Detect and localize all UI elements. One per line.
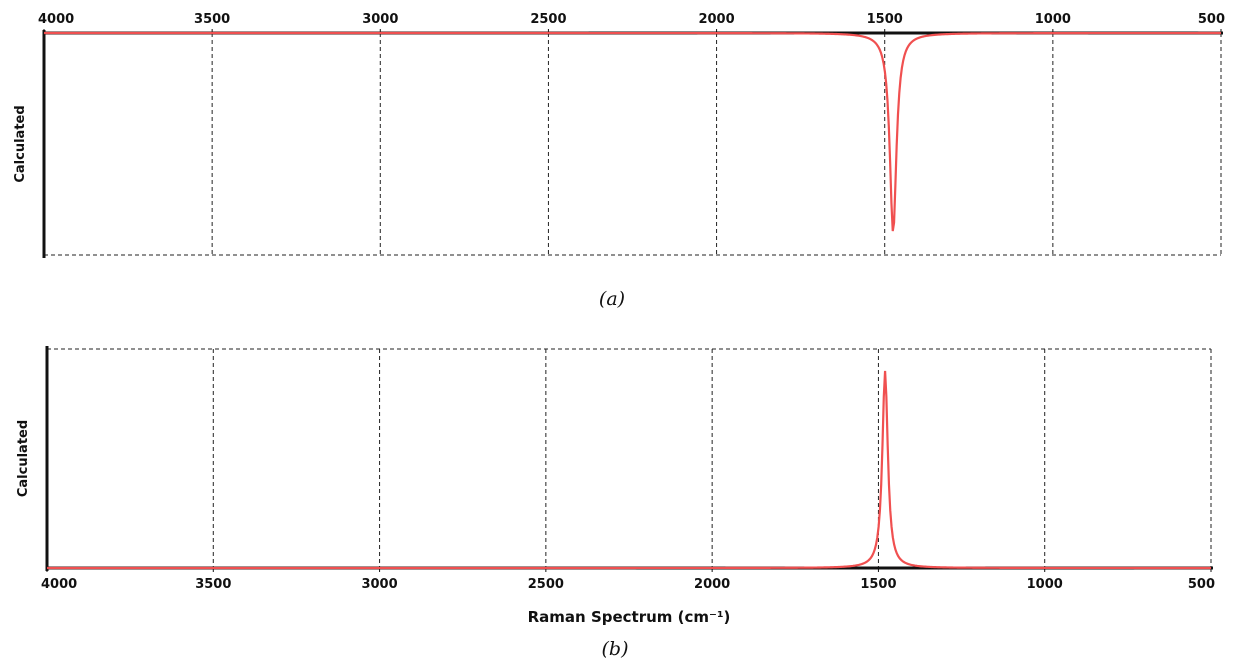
- x-tick-label-a-500: 500: [1198, 12, 1225, 27]
- x-tick-label-a-1000: 1000: [1035, 12, 1071, 27]
- x-tick-label-a-3500: 3500: [194, 12, 230, 27]
- x-tick-label-a-3000: 3000: [362, 12, 398, 27]
- x-tick-label-a-2500: 2500: [530, 12, 566, 27]
- x-tick-label-b-1000: 1000: [1027, 577, 1063, 592]
- x-ticks-b: 4000 3500 3000 2500 2000 1500 1000 500: [41, 568, 1215, 592]
- x-tick-label-b-2000: 2000: [694, 577, 730, 592]
- x-tick-label-a-1500: 1500: [867, 12, 903, 27]
- grid-b: [45, 346, 1213, 571]
- panel-b: 4000 3500 3000 2500 2000 1500 1000 500 Calculat…: [16, 346, 1215, 660]
- x-tick-label-a-4000: 4000: [38, 12, 74, 27]
- y-axis-label-b: Calculated: [16, 420, 31, 497]
- spectrum-line-b: [47, 370, 1211, 570]
- x-tick-label-b-1500: 1500: [860, 577, 896, 592]
- x-tick-label-b-500: 500: [1188, 577, 1215, 592]
- x-tick-label-a-2000: 2000: [698, 12, 734, 27]
- x-tick-label-b-3000: 3000: [361, 577, 397, 592]
- caption-b: (b): [602, 638, 629, 660]
- y-axis-label-a: Calculated: [13, 105, 28, 182]
- x-tick-label-b-4000: 4000: [41, 577, 77, 592]
- spectrum-line-a: [44, 31, 1221, 232]
- x-tick-label-b-2500: 2500: [528, 577, 564, 592]
- grid-a: [42, 30, 1223, 258]
- x-tick-label-b-3500: 3500: [195, 577, 231, 592]
- caption-a: (a): [599, 288, 625, 310]
- panel-a: 4000 3500 3000 2500 2000 1500 1000 500 Calculat…: [13, 12, 1225, 310]
- x-axis-label-b: Raman Spectrum (cm⁻¹): [528, 608, 731, 626]
- x-ticks-a: 4000 3500 3000 2500 2000 1500 1000 500: [38, 12, 1225, 33]
